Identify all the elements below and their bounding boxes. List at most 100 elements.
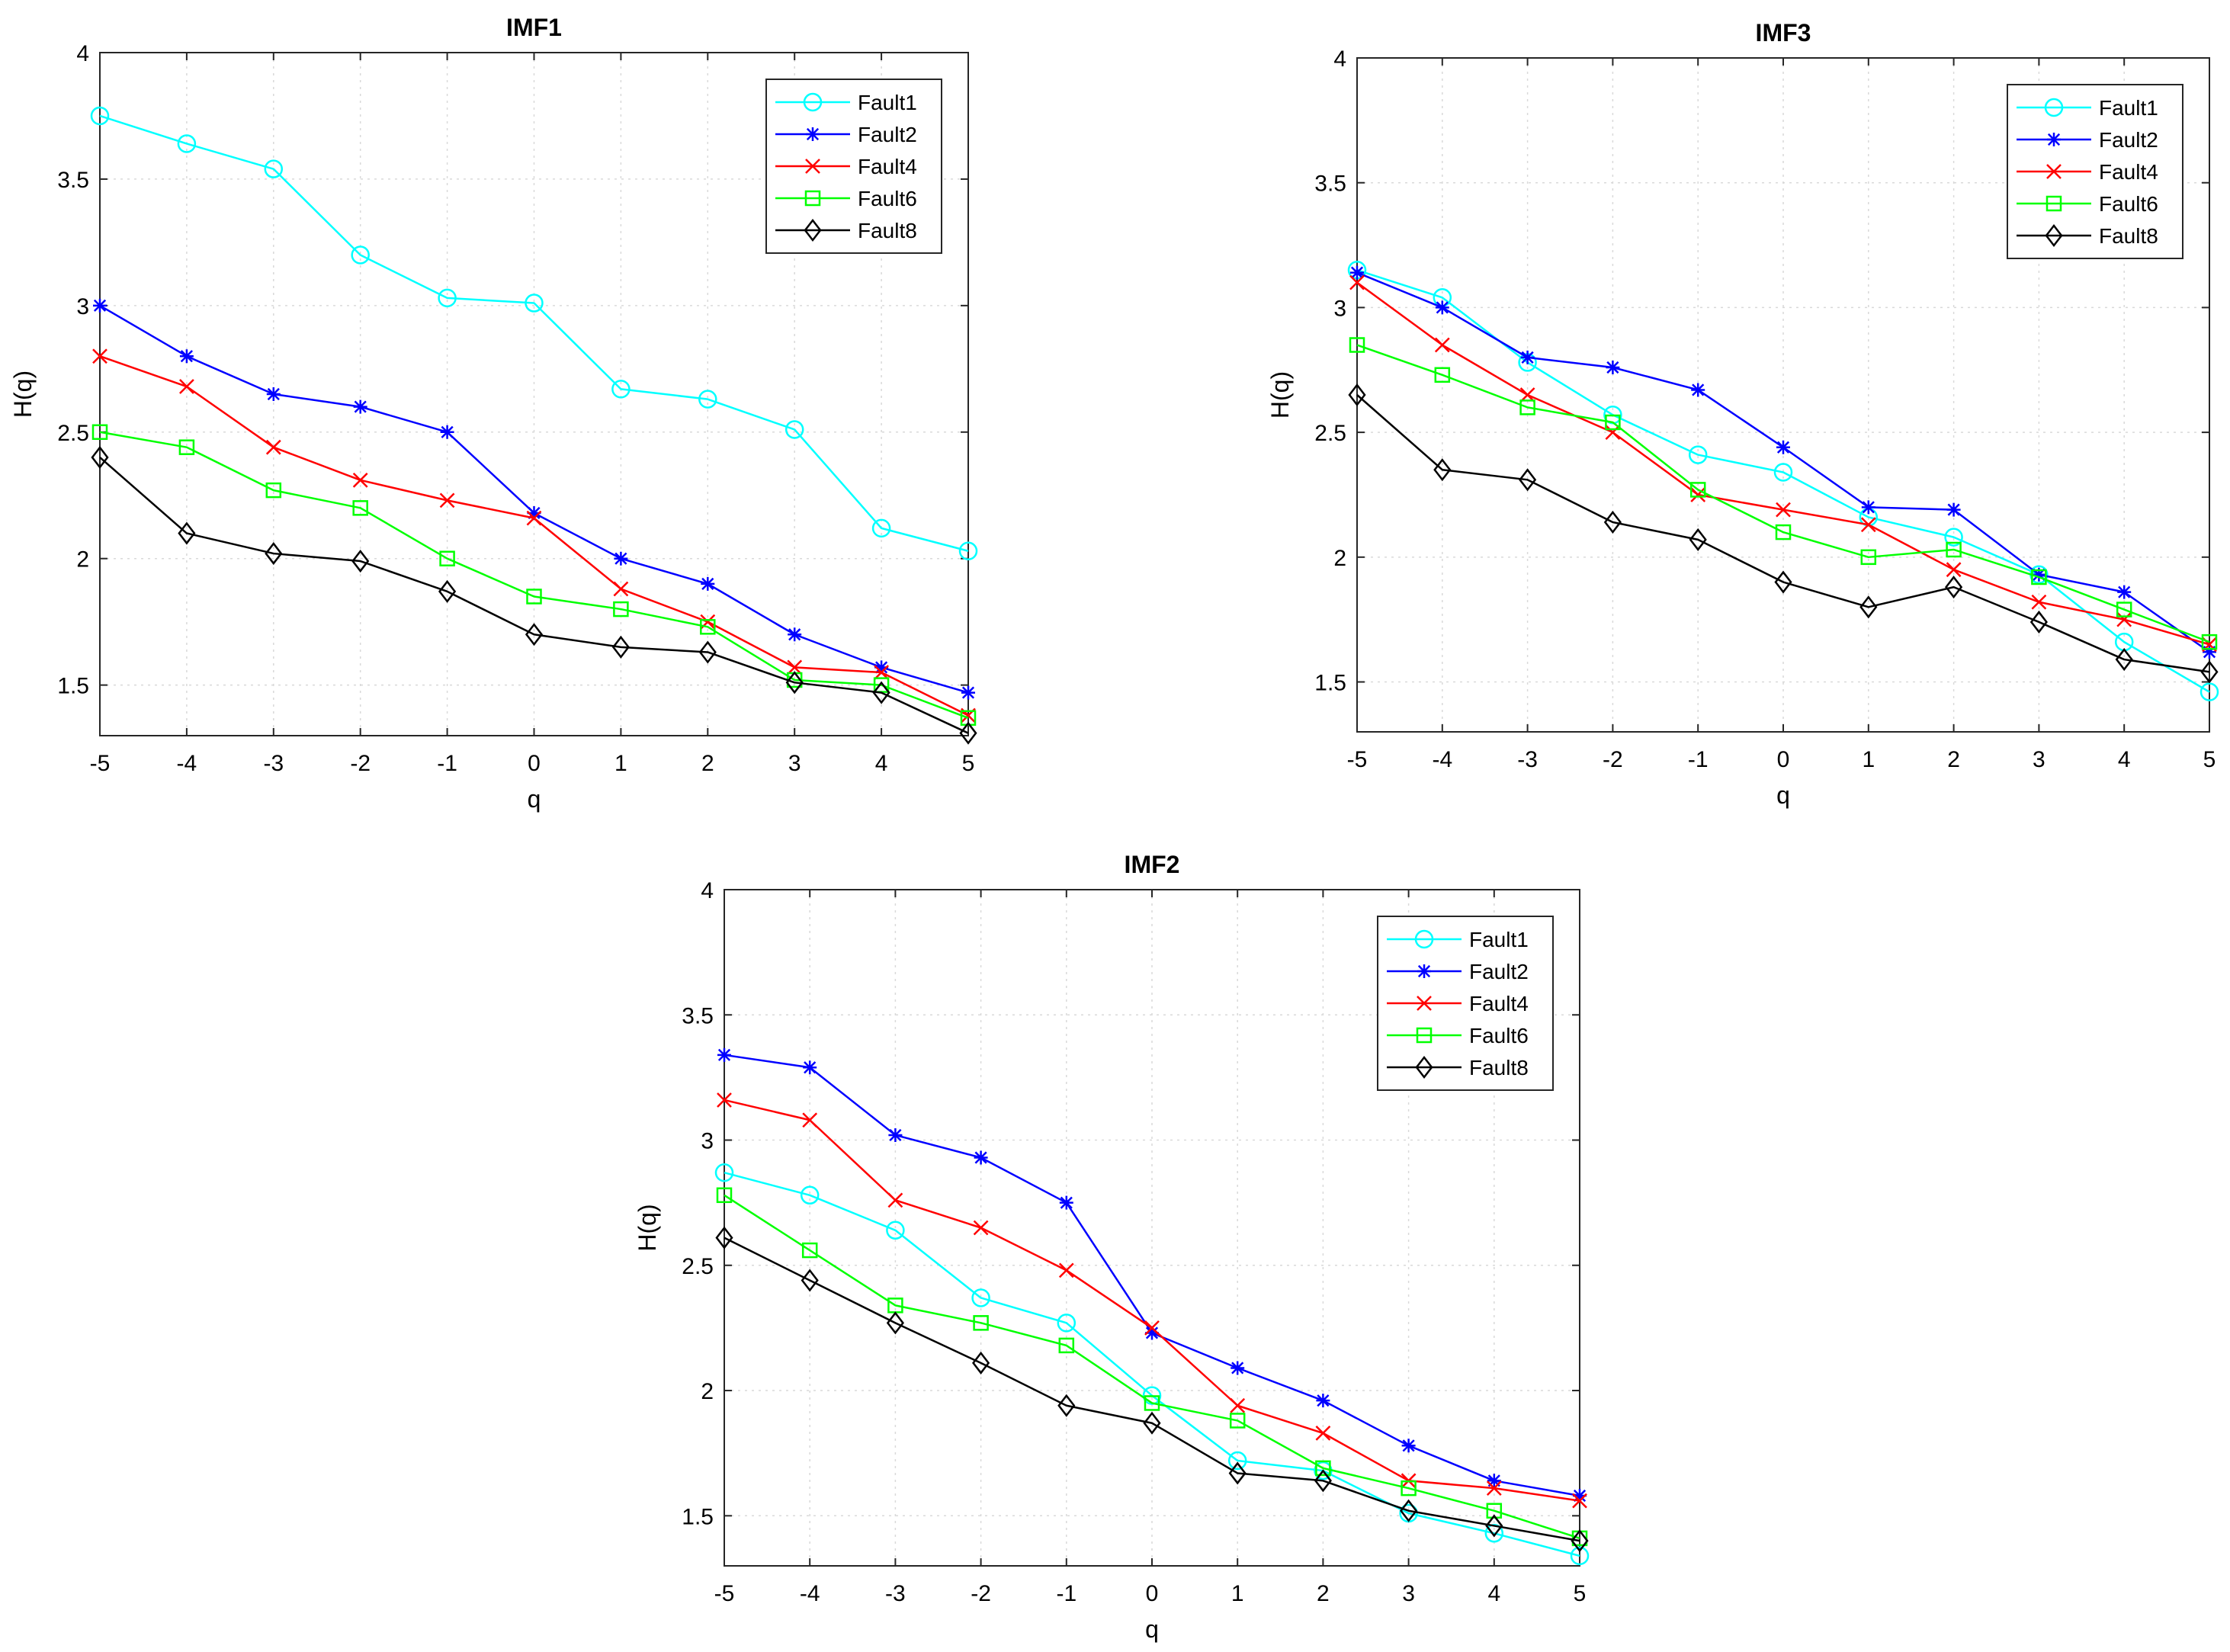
data-point: [1059, 1195, 1073, 1210]
data-point: [959, 721, 977, 745]
data-point: [178, 521, 196, 545]
chart-panel: -5 -4 -3 -2 -1 0 1 2 3 4 5 1.5 2 2.5 3 3.5 4 IMF1 q H(q) Fau…: [9, 14, 978, 813]
data-point: [91, 424, 108, 441]
data-point: [525, 294, 544, 313]
series-line: [99, 114, 969, 552]
y-axis-label: H(q): [634, 1204, 661, 1251]
x-tick-label: -1: [437, 751, 457, 776]
x-tick-label: -4: [1432, 747, 1452, 772]
data-point: [1058, 1337, 1075, 1354]
x-tick-label: 3: [2033, 747, 2046, 772]
x-tick-label: 0: [1146, 1581, 1159, 1606]
x-tick-label: -3: [885, 1581, 906, 1606]
legend-label: Fault4: [1469, 992, 1529, 1015]
legend-marker: [2047, 133, 2061, 146]
legend-marker: [805, 159, 820, 174]
data-point: [1485, 1514, 1503, 1538]
y-tick-label: 4: [1333, 47, 1346, 72]
data-point: [611, 635, 630, 659]
data-point: [787, 659, 803, 675]
data-point: [803, 1060, 817, 1075]
data-point: [1349, 337, 1365, 353]
series-fault2: [717, 1047, 1587, 1503]
legend-marker: [1416, 1027, 1433, 1044]
data-point: [90, 106, 110, 126]
legend-label: Fault1: [1469, 928, 1529, 951]
data-point: [1776, 440, 1790, 454]
chart-panel: -5 -4 -3 -2 -1 0 1 2 3 4 5 1.5 2 2.5 3 3.5 4 IMF2 q H(q) Fau…: [634, 851, 1590, 1643]
series-fault8: [715, 1226, 1589, 1553]
data-point: [2031, 569, 2047, 585]
data-point: [2032, 567, 2046, 582]
data-point: [1057, 1394, 1076, 1417]
data-point: [264, 159, 284, 178]
data-point: [265, 439, 281, 455]
series-fault2: [1350, 265, 2216, 659]
data-point: [1571, 1529, 1589, 1553]
legend-marker: [2046, 195, 2062, 212]
data-point: [802, 1112, 818, 1128]
data-point: [2031, 594, 2047, 610]
x-tick-label: 0: [1777, 747, 1790, 772]
data-point: [1519, 387, 1535, 403]
data-point: [2200, 682, 2219, 701]
data-point: [1486, 1480, 1502, 1496]
data-point: [179, 379, 194, 394]
y-tick-label: 3: [1333, 296, 1346, 321]
x-tick-label: 4: [2118, 747, 2131, 772]
data-point: [613, 601, 629, 617]
legend-marker: [803, 92, 823, 112]
series-fault8: [1348, 383, 2219, 684]
data-point: [2203, 645, 2216, 659]
y-axis-label: H(q): [1266, 371, 1294, 419]
legend-marker: [1417, 996, 1432, 1011]
legend-marker: [804, 218, 822, 242]
data-point: [1519, 468, 1537, 492]
data-point: [888, 1128, 903, 1142]
series-fault4: [717, 1092, 1587, 1509]
legend-label: Fault2: [858, 123, 917, 146]
data-point: [717, 1092, 732, 1108]
y-tick-label: 4: [76, 41, 89, 66]
legend: Fault1 Fault2 Fault4 Fault6 Fault8: [2007, 84, 2183, 259]
data-point: [1776, 502, 1791, 518]
data-point: [1946, 541, 1962, 558]
data-point: [1945, 576, 1963, 599]
data-point: [352, 500, 368, 516]
data-point: [886, 1311, 904, 1335]
series-fault6: [91, 424, 977, 727]
data-point: [266, 387, 281, 401]
data-point: [438, 579, 457, 603]
series-fault6: [1349, 337, 2218, 650]
data-point: [717, 1047, 731, 1062]
legend-label: Fault8: [1469, 1056, 1529, 1079]
x-axis-label: q: [528, 785, 541, 813]
y-tick-label: 2: [1333, 546, 1346, 571]
data-point: [351, 549, 370, 573]
data-point: [1230, 1397, 1246, 1413]
data-point: [1519, 399, 1535, 415]
series-line: [1356, 394, 2210, 673]
data-point: [874, 660, 889, 675]
legend-marker: [806, 127, 820, 141]
x-tick-label: -5: [1347, 747, 1368, 772]
data-point: [351, 245, 370, 265]
legend-label: Fault6: [2099, 192, 2158, 216]
series-line: [724, 1237, 1580, 1542]
data-point: [353, 399, 367, 414]
y-tick-label: 2: [76, 547, 89, 573]
data-point: [178, 439, 195, 455]
data-point: [1773, 463, 1793, 482]
x-tick-label: 4: [875, 751, 888, 776]
data-point: [973, 1315, 989, 1331]
y-tick-label: 2.5: [57, 421, 89, 446]
data-point: [613, 581, 629, 597]
data-point: [1861, 500, 1875, 515]
x-tick-label: 3: [788, 751, 801, 776]
x-tick-label: 5: [2203, 747, 2216, 772]
data-point: [1057, 1314, 1076, 1333]
data-point: [1401, 1480, 1417, 1496]
legend: Fault1 Fault2 Fault4 Fault6 Fault8: [765, 79, 942, 254]
y-tick-label: 3.5: [1314, 172, 1346, 197]
